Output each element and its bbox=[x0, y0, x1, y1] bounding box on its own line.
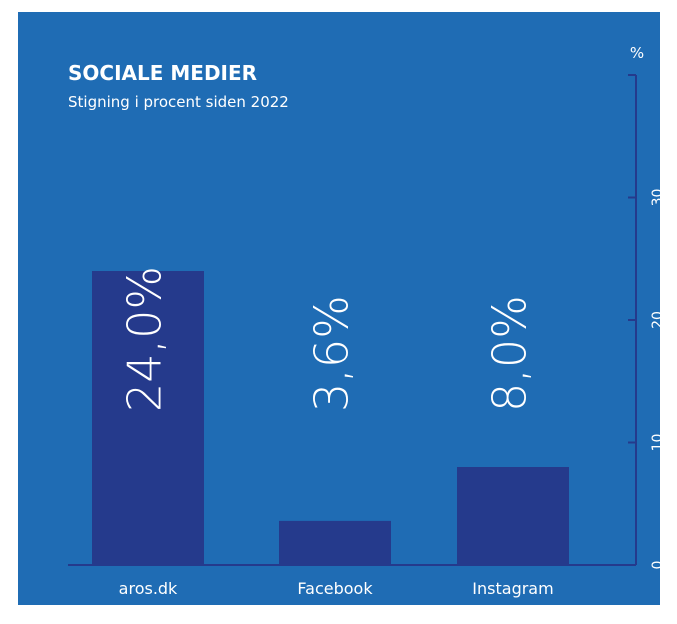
x-tick-label: aros.dk bbox=[119, 579, 178, 598]
y-tick-label: 30 bbox=[650, 189, 666, 207]
bar bbox=[92, 271, 204, 565]
y-axis-label: % bbox=[630, 44, 644, 62]
bar bbox=[279, 520, 391, 565]
value-label: 8,0% bbox=[483, 295, 537, 412]
x-tick-label: Facebook bbox=[297, 579, 373, 598]
y-tick-label: 20 bbox=[650, 311, 666, 329]
bar bbox=[457, 467, 569, 565]
chart-subtitle: Stigning i procent siden 2022 bbox=[68, 93, 289, 111]
y-tick-label: 10 bbox=[650, 434, 666, 452]
x-tick-label: Instagram bbox=[472, 579, 553, 598]
chart-title: SOCIALE MEDIER bbox=[68, 61, 257, 85]
value-label: 3,6% bbox=[305, 295, 359, 412]
value-label: 24,0% bbox=[118, 266, 172, 412]
y-tick-label: 0 bbox=[650, 561, 666, 570]
